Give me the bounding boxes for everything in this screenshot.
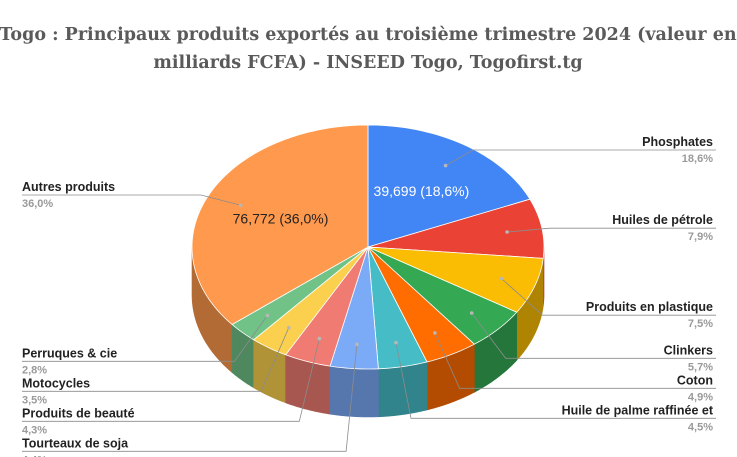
callout-percent-9: 3,5%: [22, 394, 47, 406]
pie-slice-5: [367, 246, 475, 363]
callout-name-8: Produits de beauté: [22, 406, 135, 420]
callout-name-6: Huile de palme raffinée et: [562, 403, 714, 417]
callout-line-9: [22, 327, 290, 392]
callout-dot-7: [355, 342, 359, 347]
callout-name-10: Perruques & cie: [22, 346, 117, 360]
callout-name-7: Tourteaux de soja: [22, 436, 129, 450]
callout-percent-6: 4,5%: [688, 421, 713, 433]
callout-dot-3: [499, 276, 504, 281]
slice-value-label-11: 76,772 (36,0%): [233, 210, 329, 226]
pie-slice-11: [191, 124, 369, 325]
callout-percent-5: 4,9%: [688, 391, 713, 403]
callout-name-4: Clinkers: [664, 343, 713, 357]
callout-name-2: Huiles de pétrole: [612, 213, 713, 227]
callout-line-1: [445, 149, 716, 166]
pie-slice-9: [253, 246, 369, 356]
callout-line-8: [22, 338, 320, 422]
callout-percent-3: 7,5%: [688, 318, 713, 330]
pie-side-6: [378, 361, 428, 418]
callout-percent-8: 4,3%: [22, 424, 47, 436]
callout-dot-4: [469, 311, 474, 315]
pie-top-faces: [191, 124, 545, 370]
callout-line-11: [22, 194, 241, 206]
callout-percent-2: 7,9%: [688, 231, 713, 243]
pie-slice-4: [367, 246, 518, 345]
pie-slice-10: [231, 246, 369, 341]
callout-dot-11: [238, 203, 243, 208]
callout-line-3: [501, 278, 716, 316]
callout-name-3: Produits en plastique: [586, 300, 713, 314]
pie-slice-1: [367, 124, 531, 248]
callout-name-11: Autres produits: [22, 180, 115, 194]
pie-slice-6: [367, 246, 428, 370]
callout-percent-10: 2,8%: [22, 364, 47, 376]
pie-slice-labels: 39,699 (18,6%) 76,772 (36,0%): [233, 183, 470, 226]
callout-line-10: [22, 315, 268, 362]
callout-line-6: [395, 342, 716, 419]
pie-slice-8: [285, 246, 369, 367]
callout-dot-5: [433, 331, 437, 335]
callout-line-4: [471, 312, 716, 359]
pie-slice-2: [367, 198, 545, 259]
callout-percent-4: 5,7%: [688, 361, 713, 373]
callout-percent-1: 18,6%: [682, 153, 713, 165]
callout-name-5: Coton: [677, 373, 713, 387]
callout-dot-9: [287, 325, 291, 330]
slice-value-label-1: 39,699 (18,6%): [374, 183, 470, 199]
callout-line-2: [507, 227, 716, 233]
chart-title-line-1: Togo : Principaux produits exportés au t…: [0, 25, 737, 45]
callout-dot-8: [317, 336, 322, 341]
callout-percent-7: 4,4%: [22, 454, 47, 457]
pie-callouts: Phosphates 18,6% Huiles de pétrole 7,9% Prod…: [22, 135, 716, 457]
pie-slice-3: [367, 246, 544, 313]
callout-name-1: Phosphates: [642, 135, 713, 149]
callout-dot-1: [443, 163, 448, 168]
chart-title-line-2: milliards FCFA) - INSEED Togo, Togofirst…: [153, 53, 582, 73]
callout-percent-11: 36,0%: [22, 198, 53, 210]
callout-line-7: [22, 344, 358, 452]
callout-line-5: [434, 332, 716, 389]
callout-dot-2: [505, 230, 509, 234]
callout-dot-6: [394, 340, 398, 345]
callout-dot-10: [265, 313, 270, 318]
callout-name-9: Motocycles: [22, 376, 90, 390]
